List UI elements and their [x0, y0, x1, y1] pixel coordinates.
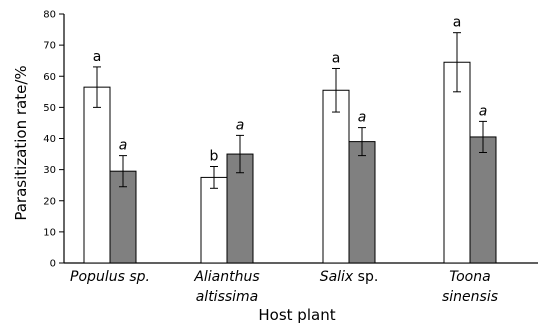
- x-tick-label-part: Alianthus: [193, 269, 259, 285]
- y-tick-label: 60: [43, 72, 56, 83]
- bar: [348, 141, 376, 264]
- significance-label: a: [236, 117, 245, 133]
- y-ticks: 0 10 20 30 40 50 60 70 80: [43, 10, 64, 270]
- bar: [469, 136, 497, 264]
- x-tick-labels: Populus sp. Alianthus altissima Salix sp. To…: [70, 269, 498, 305]
- significance-label: a: [358, 110, 367, 126]
- y-tick-label: 50: [43, 103, 56, 114]
- y-tick-label: 80: [43, 10, 56, 21]
- significance-labels: a b a a a a a a: [93, 15, 488, 165]
- x-tick-label-part: altissima: [196, 289, 259, 305]
- y-tick-label: 40: [43, 134, 56, 145]
- error-bars: [93, 32, 487, 189]
- y-tick-label: 20: [43, 196, 56, 207]
- x-tick-label: Alianthus: [193, 269, 259, 285]
- bar: [443, 61, 471, 264]
- x-tick-label: altissima: [196, 289, 259, 305]
- y-tick-label: 10: [43, 227, 56, 238]
- bar: [83, 86, 111, 264]
- significance-label: a: [479, 103, 488, 119]
- x-tick-label-part: Populus sp.: [70, 269, 150, 285]
- y-axis-label: Parasitization rate/%: [12, 65, 30, 220]
- y-tick-label: 70: [43, 41, 56, 52]
- y-tick-label: 0: [50, 259, 56, 270]
- y-tick-label: 30: [43, 165, 56, 176]
- x-tick-label: Toona: [449, 269, 490, 285]
- x-tick-label: sinensis: [442, 289, 498, 305]
- x-tick-label-part: Salix: [320, 269, 354, 285]
- significance-label: a: [119, 138, 128, 154]
- significance-label: a: [453, 15, 462, 31]
- significance-label: a: [93, 49, 102, 65]
- x-tick-label-part: sp.: [353, 269, 378, 285]
- x-tick-label-part: sinensis: [442, 289, 498, 305]
- x-tick-label-part: Toona: [449, 269, 490, 285]
- significance-label: a: [332, 50, 341, 66]
- bar: [322, 89, 350, 264]
- bar: [200, 176, 228, 264]
- significance-label: b: [210, 149, 219, 165]
- bar-series: [83, 61, 497, 264]
- x-axis-label: Host plant: [258, 306, 335, 324]
- x-tick-label: Salix sp.: [320, 269, 379, 285]
- x-tick-label: Populus sp.: [70, 269, 150, 285]
